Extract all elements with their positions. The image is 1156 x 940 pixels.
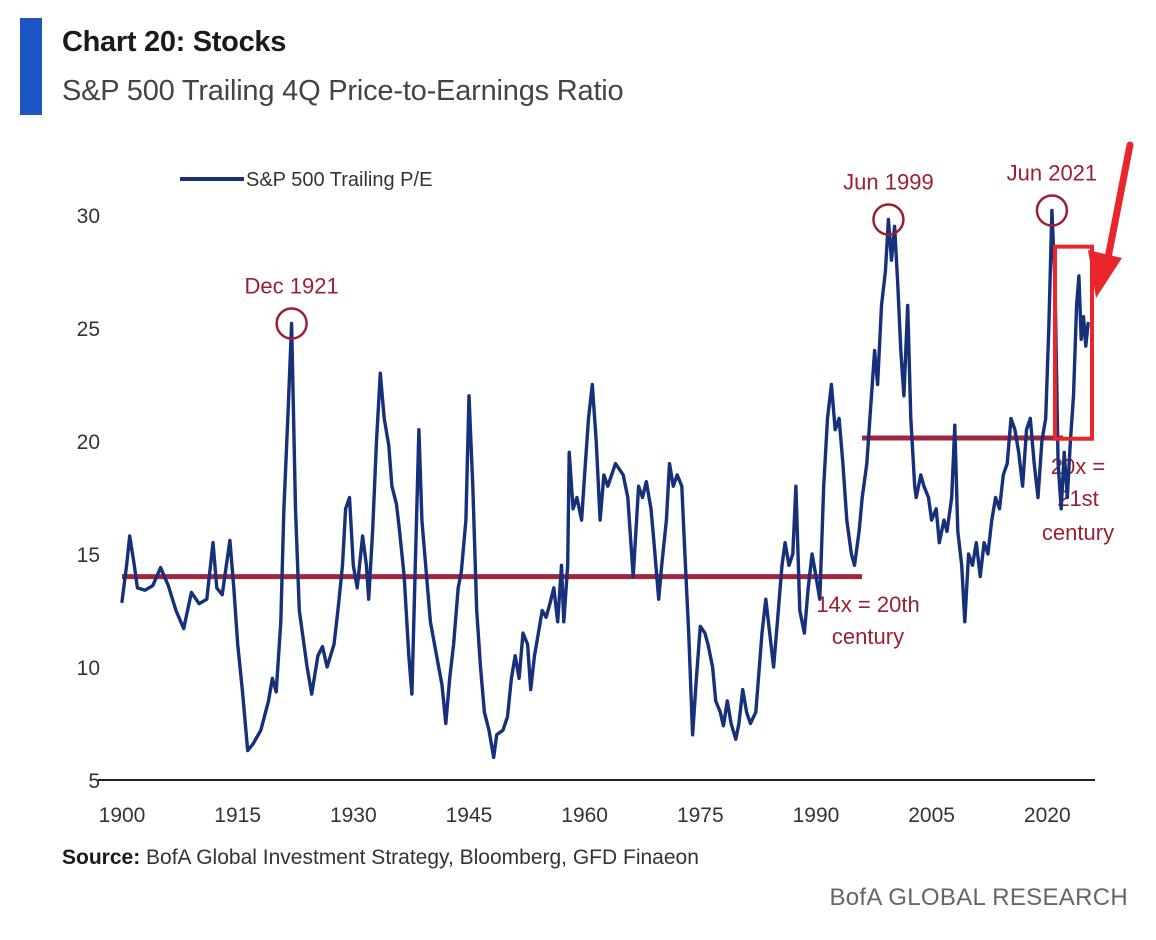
peak-label: Dec 1921 xyxy=(245,273,339,298)
highlight-arrow-shaft xyxy=(1104,141,1134,262)
chart-title: Chart 20: Stocks xyxy=(62,26,287,58)
y-tick-label: 25 xyxy=(77,318,100,341)
y-tick-label: 30 xyxy=(77,205,100,228)
x-tick-label: 1960 xyxy=(561,804,608,827)
y-tick-label: 10 xyxy=(77,657,100,680)
peak-label: Jun 2021 xyxy=(1007,160,1098,185)
reference-label-20th-century: 14x = 20th xyxy=(816,592,919,617)
x-tick-label: 1930 xyxy=(330,804,377,827)
highlight-annotation xyxy=(1052,141,1134,441)
peak-circle xyxy=(1035,194,1069,227)
highlight-arrow-head xyxy=(1088,250,1122,298)
x-tick-label: 1900 xyxy=(99,804,146,827)
series-line-sp500-pe xyxy=(120,208,1090,760)
reference-label-20th-century: century xyxy=(832,624,904,649)
chart-axes: 5 10 15 20 25 30 1900 1915 1930 1945 1960 1975 1990 2… xyxy=(77,205,1095,827)
y-tick-label: 20 xyxy=(77,431,100,454)
chart-subtitle: S&P 500 Trailing 4Q Price-to-Earnings Ra… xyxy=(62,75,624,107)
x-tick-label: 2020 xyxy=(1024,804,1071,827)
source-note: Source: BofA Global Investment Strategy,… xyxy=(62,846,699,870)
legend-label: S&P 500 Trailing P/E xyxy=(246,169,432,191)
x-tick-label: 1915 xyxy=(214,804,261,827)
y-tick-label: 5 xyxy=(88,770,100,793)
peak-circle xyxy=(275,307,308,340)
reference-label-21st-century: century xyxy=(1042,520,1114,545)
peak-circle xyxy=(872,203,905,236)
y-tick-label: 15 xyxy=(77,544,100,567)
source-text: BofA Global Investment Strategy, Bloombe… xyxy=(140,846,699,869)
x-tick-label: 2005 xyxy=(908,804,955,827)
chart-legend: S&P 500 Trailing P/E xyxy=(180,169,432,191)
x-tick-label: 1990 xyxy=(793,804,840,827)
x-tick-label: 1945 xyxy=(446,804,493,827)
source-label: Source: xyxy=(62,846,141,869)
title-accent-bar xyxy=(20,18,42,115)
brand-label: BofA GLOBAL RESEARCH xyxy=(829,884,1128,911)
x-tick-label: 1975 xyxy=(677,804,724,827)
highlight-box xyxy=(1052,244,1095,441)
reference-label-21st-century: 21st xyxy=(1057,486,1099,511)
peak-annotations: Dec 1921 Jun 1999 Jun 2021 xyxy=(245,160,1098,340)
peak-label: Jun 1999 xyxy=(843,170,934,195)
